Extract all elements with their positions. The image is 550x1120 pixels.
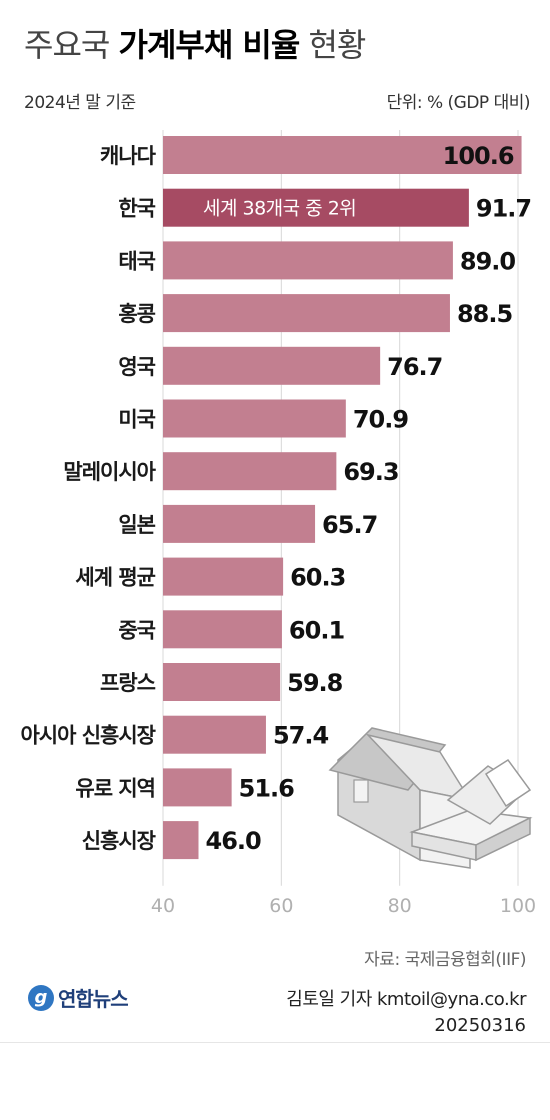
x-tick-label: 60 [269, 895, 293, 917]
category-label: 신흥시장 [82, 829, 156, 853]
bar-annotation: 세계 38개국 중 2위 [203, 198, 356, 220]
value-label: 57.4 [273, 722, 329, 750]
value-label: 59.8 [287, 669, 343, 697]
bar [163, 610, 282, 649]
value-label: 60.3 [290, 564, 345, 592]
category-label: 미국 [118, 408, 155, 432]
bar [163, 504, 316, 543]
chart-subtitle: 2024년 말 기준 [24, 93, 136, 113]
value-label: 65.7 [322, 511, 377, 539]
category-label: 일본 [118, 513, 155, 537]
yonhap-logo: g 연합뉴스 [28, 983, 129, 1012]
chart-title: 주요국 가계부채 비율 현황 [24, 20, 366, 66]
logo-mark-icon: g [28, 984, 54, 1011]
value-label: 100.6 [443, 142, 514, 170]
bar [163, 294, 450, 333]
category-label: 한국 [118, 197, 155, 221]
bar [163, 136, 522, 174]
bar [163, 452, 337, 491]
category-label: 캐나다 [100, 144, 157, 168]
value-label: 69.3 [343, 458, 398, 486]
value-label: 70.9 [353, 406, 409, 434]
x-tick-label: 100 [500, 895, 536, 917]
date-label: 20250316 [434, 1015, 526, 1036]
value-label: 46.0 [206, 827, 262, 855]
category-label: 유로 지역 [75, 776, 155, 800]
category-label: 아시아 신흥시장 [20, 724, 155, 748]
bar [163, 663, 281, 701]
logo-name: 연합뉴스 [58, 987, 129, 1011]
bar [163, 821, 199, 860]
x-tick-label: 40 [151, 895, 175, 917]
unit-label: 단위: % (GDP 대비) [386, 93, 531, 113]
category-label: 영국 [118, 355, 155, 379]
category-label: 홍콩 [118, 302, 155, 326]
value-label: 60.1 [289, 616, 345, 644]
title-bold: 가계부채 비율 [118, 26, 301, 64]
bottom-divider [0, 1042, 550, 1043]
bar [163, 715, 266, 754]
value-label: 88.5 [457, 300, 513, 328]
category-label: 말레이시아 [63, 460, 156, 484]
house-illustration-icon [328, 727, 533, 869]
value-label: 51.6 [239, 774, 295, 802]
category-label: 세계 평균 [75, 566, 155, 590]
value-label: 76.7 [387, 353, 442, 381]
credit-label: 김토일 기자 kmtoil@yna.co.kr [286, 989, 526, 1010]
bar [163, 188, 469, 227]
source-label: 자료: 국제금융협회(IIF) [364, 950, 526, 970]
x-tick-label: 80 [388, 895, 412, 917]
value-label: 91.7 [476, 195, 531, 223]
title-part1: 주요국 [24, 26, 110, 64]
value-label: 89.0 [460, 247, 516, 275]
bar [163, 768, 232, 807]
category-label: 프랑스 [100, 671, 156, 695]
bar [163, 399, 346, 438]
category-label: 중국 [118, 618, 155, 642]
bar [163, 346, 381, 385]
title-part2: 현황 [308, 26, 366, 64]
category-label: 태국 [118, 249, 155, 273]
bar [163, 557, 284, 596]
bar [163, 241, 453, 280]
